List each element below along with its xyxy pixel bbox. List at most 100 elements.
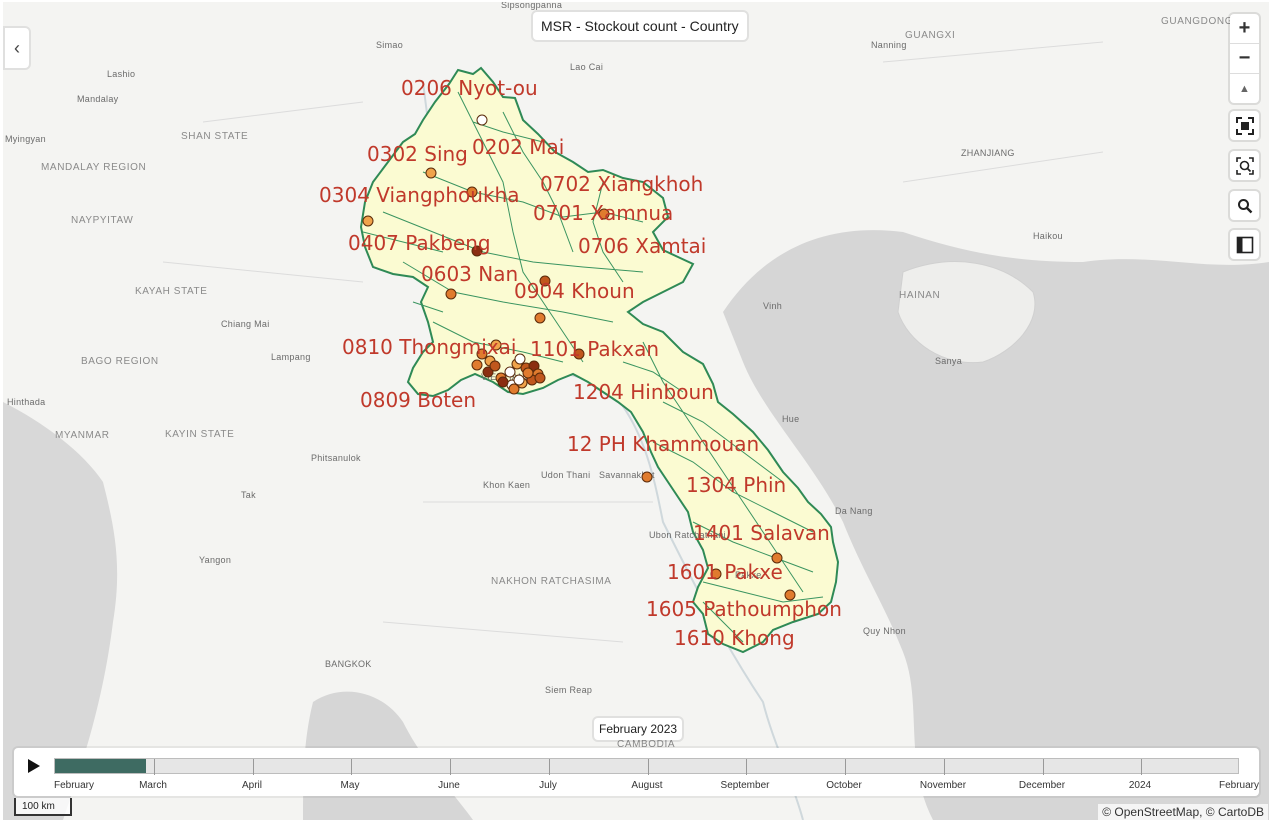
basemap[interactable]: SHAN STATE MANDALAY REGION NAYPYITAW KAYAH … <box>3 2 1269 820</box>
facility-marker[interactable] <box>573 348 585 360</box>
place-label: GUANGDONG <box>1161 16 1233 27</box>
district-label: 0706 Xamtai <box>578 234 706 258</box>
district-label: 0202 Mai <box>472 135 564 159</box>
facility-marker[interactable] <box>534 312 546 324</box>
district-label: 1401 Salavan <box>693 521 830 545</box>
facility-marker[interactable] <box>598 208 610 220</box>
compass-icon: ▲ <box>1239 82 1250 95</box>
timeline-tick <box>351 759 352 775</box>
facility-marker[interactable] <box>362 215 374 227</box>
place-label: HAINAN <box>899 290 940 301</box>
facility-marker[interactable] <box>476 348 488 360</box>
timeline-tick-label: October <box>826 780 862 791</box>
timeline-tick-label: February <box>53 780 95 791</box>
place-label: Quy Nhon <box>863 626 906 636</box>
timeline-track[interactable] <box>54 758 1239 775</box>
timeline-tick <box>944 759 945 775</box>
timeline-tick-label: February <box>1218 780 1260 791</box>
facility-marker[interactable] <box>476 114 488 126</box>
border-lines <box>162 41 1104 643</box>
time-slider: February March April May June July August Septe… <box>14 748 1259 796</box>
facility-marker[interactable] <box>471 359 483 371</box>
district-label: 0701 Xamnua <box>533 201 673 225</box>
fullscreen-control <box>1230 111 1259 140</box>
facility-marker[interactable] <box>771 552 783 564</box>
facility-marker[interactable] <box>482 366 494 378</box>
reset-north-button[interactable]: ▲ <box>1230 74 1259 103</box>
fullscreen-button[interactable] <box>1230 111 1259 140</box>
place-label: MANDALAY REGION <box>41 162 146 173</box>
district-borders <box>362 91 824 643</box>
district-label: 1610 Khong <box>674 626 795 650</box>
map-canvas[interactable]: SHAN STATE MANDALAY REGION NAYPYITAW KAYAH … <box>3 2 1269 820</box>
timeline-tick-label: December <box>1018 780 1066 791</box>
place-label: BANGKOK <box>325 659 372 669</box>
facility-marker[interactable] <box>539 275 551 287</box>
timeline-tick <box>746 759 747 775</box>
place-label: Hinthada <box>7 397 45 407</box>
place-label: Nanning <box>871 40 907 50</box>
facility-marker[interactable] <box>497 376 509 388</box>
facility-marker[interactable] <box>534 372 546 384</box>
timeline-tick <box>253 759 254 775</box>
district-label: 0304 Viangphoukha <box>319 183 519 207</box>
facility-markers[interactable] <box>362 114 796 601</box>
facility-marker[interactable] <box>784 589 796 601</box>
timeline-progress <box>55 759 147 773</box>
map-title: MSR - Stockout count - Country <box>533 12 747 40</box>
facility-marker[interactable] <box>508 383 520 395</box>
place-label: NAYPYITAW <box>71 215 133 226</box>
district-label: 1101 Pakxan <box>530 337 659 361</box>
facility-marker[interactable] <box>522 367 534 379</box>
map-attribution[interactable]: © OpenStreetMap, © CartoDB <box>1098 804 1268 820</box>
legend-button[interactable] <box>1230 230 1259 259</box>
timeline-tick-label: August <box>631 780 663 791</box>
collapse-panel-button[interactable]: ‹ <box>5 28 29 68</box>
search-button[interactable] <box>1230 191 1259 220</box>
place-label: NAKHON RATCHASIMA <box>491 576 612 587</box>
district-label: 0809 Boten <box>360 388 476 412</box>
current-date-label: February 2023 <box>594 718 683 740</box>
play-button[interactable] <box>24 756 44 776</box>
place-label: Haikou <box>1033 231 1063 241</box>
district-label: 0302 Sing <box>367 142 468 166</box>
place-label: Vinh <box>763 301 782 311</box>
facility-marker[interactable] <box>425 167 437 179</box>
facility-marker[interactable] <box>504 366 516 378</box>
facility-marker[interactable] <box>489 360 501 372</box>
district-label: 0810 Thongmixai <box>342 335 516 359</box>
place-label: Sipsongpanna <box>501 2 562 10</box>
facility-marker[interactable] <box>471 245 483 257</box>
place-label: BAGO REGION <box>81 356 159 367</box>
place-label: Savannakhet <box>599 470 655 480</box>
laos-country[interactable] <box>359 66 840 654</box>
district-label: 0702 Xiangkhoh <box>540 172 703 196</box>
facility-marker[interactable] <box>514 353 526 365</box>
place-label: Sanya <box>935 356 962 366</box>
facility-marker[interactable] <box>466 186 478 198</box>
place-label: Khon Kaen <box>483 480 530 490</box>
facility-marker[interactable] <box>641 471 653 483</box>
zoom-in-button[interactable]: + <box>1230 14 1259 44</box>
scale-bar: 100 km <box>14 798 72 816</box>
facility-marker[interactable] <box>513 374 525 386</box>
facility-marker[interactable] <box>490 339 502 351</box>
play-icon <box>28 759 40 773</box>
place-label: Simao <box>376 40 403 50</box>
timeline-tick-label: July <box>539 780 557 791</box>
zoom-extent-button[interactable] <box>1230 151 1259 180</box>
place-label: Lashio <box>107 69 135 79</box>
place-label: Mandalay <box>77 94 119 104</box>
timeline-tick <box>1141 759 1142 775</box>
andaman-sea <box>3 402 118 820</box>
facility-marker[interactable] <box>445 288 457 300</box>
gulf-of-tonkin <box>723 230 1269 820</box>
place-label: Siem Reap <box>545 685 592 695</box>
zoom-out-button[interactable]: − <box>1230 44 1259 74</box>
place-label: Da Nang <box>835 506 873 516</box>
facility-marker[interactable] <box>710 568 722 580</box>
district-label: 1601 Pakxe <box>667 560 783 584</box>
district-label: 0206 Nyot-ou <box>401 76 538 100</box>
district-label: 0603 Nan <box>421 262 518 286</box>
timeline-tick <box>845 759 846 775</box>
